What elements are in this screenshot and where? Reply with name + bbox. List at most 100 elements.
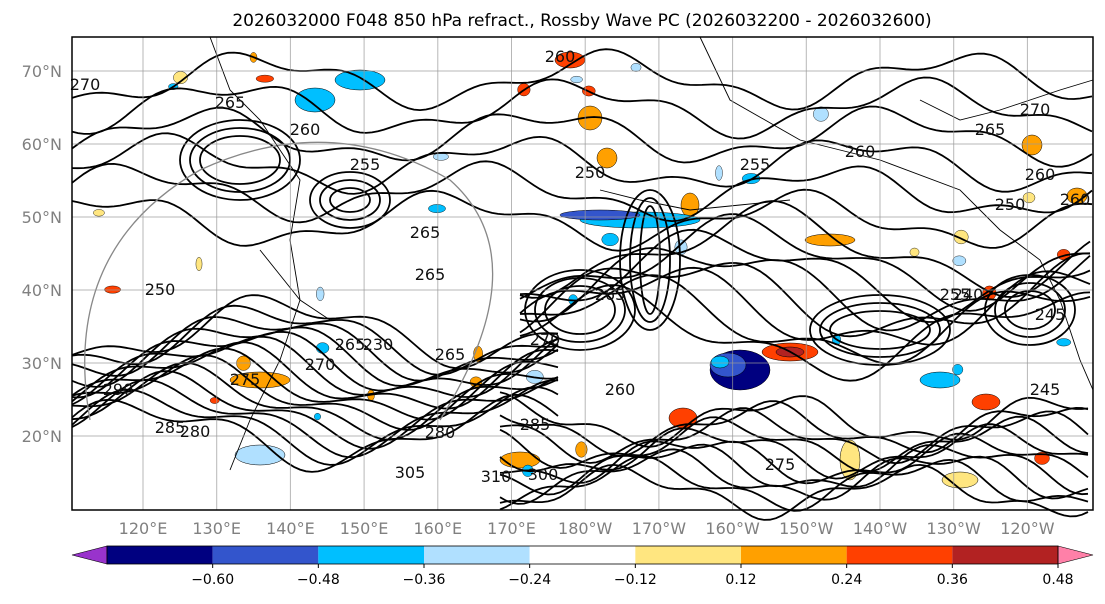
contour-line — [71, 316, 559, 382]
contour-line — [519, 252, 1091, 338]
coastline — [699, 36, 1094, 391]
contour-line — [499, 391, 1089, 448]
contour-loop — [329, 187, 371, 213]
shaded-region — [316, 286, 325, 302]
shaded-region — [941, 471, 979, 489]
contour-line — [71, 76, 1093, 140]
shaded-region — [93, 209, 105, 217]
contour-loop — [639, 205, 661, 315]
contour-label: 275 — [765, 455, 796, 474]
lon-tick-label: 160°W — [705, 519, 760, 538]
lon-tick-label: 170°E — [487, 519, 536, 538]
shaded-region — [1022, 192, 1036, 204]
contour-label: 285 — [520, 415, 551, 434]
colorbar-tick-label: 0.24 — [831, 572, 862, 588]
colorbar-bin — [952, 546, 1058, 564]
contour-loop — [319, 179, 381, 221]
shaded-region — [316, 342, 330, 354]
lon-tick-label: 170°W — [632, 519, 687, 538]
contour-label: 250 — [995, 195, 1026, 214]
contour-line — [71, 188, 1093, 252]
contour-loop — [984, 274, 1076, 346]
contour-label: 265 — [215, 93, 246, 112]
contour-label: 265 — [435, 345, 466, 364]
contour-label: 265 — [335, 335, 366, 354]
colorbar-bin — [424, 546, 530, 564]
colorbar-extend-high — [1057, 545, 1094, 565]
contour-line — [519, 200, 1091, 299]
contour-line — [499, 448, 1089, 505]
contour-loop — [534, 277, 626, 343]
contour-line — [499, 443, 1089, 496]
shaded-region — [952, 255, 967, 266]
contour-label: 250 — [145, 280, 176, 299]
contour-label: 260 — [1060, 190, 1091, 209]
colorbar-extend-low — [71, 545, 108, 565]
shaded-region — [909, 247, 920, 257]
lat-tick-label: 50°N — [22, 208, 62, 227]
contour-loop — [544, 285, 616, 335]
contour-line — [519, 247, 1091, 332]
lon-tick-label: 140°W — [853, 519, 908, 538]
lon-tick-label: 130°W — [927, 519, 982, 538]
gridlines — [72, 37, 1093, 510]
contour-line — [71, 393, 559, 473]
contour-line — [71, 347, 559, 421]
shaded-region — [804, 233, 856, 247]
contour-label: 245 — [1030, 380, 1061, 399]
shaded-region — [575, 441, 588, 458]
contour-line — [71, 386, 559, 466]
contour-label: 300 — [528, 465, 559, 484]
shaded-region — [334, 69, 386, 91]
coastline — [599, 189, 791, 211]
contour-label: 290 — [103, 380, 134, 399]
colorbar-bin — [529, 546, 636, 564]
contour-line — [519, 266, 1091, 346]
shaded-region — [195, 257, 203, 272]
contour-loop — [199, 135, 281, 185]
colorbar-tick-label: 0.12 — [725, 572, 756, 588]
shaded-anomalies — [93, 51, 1088, 489]
contour-loop — [179, 119, 301, 201]
coastline — [919, 79, 1094, 121]
latitude-tick-labels: 70°N 60°N 50°N 40°N 30°N 20°N — [22, 62, 62, 446]
map-frame — [71, 36, 1094, 511]
longitude-tick-labels: 120°E 130°E 140°E 150°E 160°E 170°E 180°W 170°W… — [119, 519, 1055, 538]
contour-loop — [309, 171, 391, 229]
projection-outline — [84, 141, 494, 421]
lon-tick-label: 180°W — [558, 519, 613, 538]
contour-line — [499, 400, 1089, 457]
shaded-region — [710, 355, 730, 369]
colorbar: −0.60 −0.48 −0.36 −0.24 −0.12 0.12 0.24 0.36 0.4… — [71, 545, 1094, 588]
contour-label: 255 — [740, 155, 771, 174]
contour-label: 260 — [290, 120, 321, 139]
chart-title: 2026032000 F048 850 hPa refract., Rossby… — [232, 11, 931, 31]
contour-label: 270 — [530, 330, 561, 349]
lat-tick-label: 30°N — [22, 354, 62, 373]
lon-tick-label: 130°E — [192, 519, 241, 538]
contour-label: 260 — [845, 142, 876, 161]
contour-line — [499, 432, 1089, 485]
contour-loop — [994, 282, 1066, 338]
colorbar-bin — [741, 546, 847, 564]
contour-label: 265 — [410, 223, 441, 242]
contour-label: 280 — [425, 423, 456, 442]
lon-tick-label: 150°W — [779, 519, 834, 538]
coastlines — [209, 36, 1094, 471]
contour-label: 240 — [953, 285, 984, 304]
contour-label: 260 — [545, 47, 576, 66]
contour-line — [71, 48, 1093, 112]
shaded-region — [596, 147, 618, 169]
contour-line — [71, 105, 1093, 168]
colorbar-bin — [107, 546, 213, 564]
contour-loop — [619, 189, 681, 331]
lat-tick-label: 60°N — [22, 135, 62, 154]
shaded-region — [919, 371, 961, 389]
contour-label: 270 — [70, 75, 101, 94]
lat-tick-label: 70°N — [22, 62, 62, 81]
shaded-region — [294, 87, 336, 113]
contour-line — [71, 341, 559, 410]
